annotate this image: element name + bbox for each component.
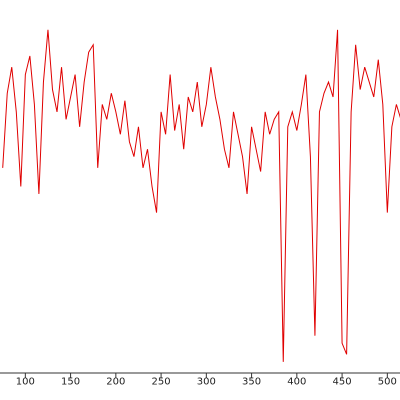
x-tick-label: 500	[378, 376, 397, 387]
x-tick-label: 100	[16, 376, 35, 387]
x-tick-label: 150	[61, 376, 80, 387]
data-line	[2, 29, 400, 362]
x-tick-label: 200	[106, 376, 125, 387]
x-tick-label: 400	[287, 376, 306, 387]
x-tick-label: 450	[333, 376, 352, 387]
x-tick-label: 350	[242, 376, 261, 387]
x-tick-label: 300	[197, 376, 216, 387]
x-tick-label: 250	[152, 376, 171, 387]
